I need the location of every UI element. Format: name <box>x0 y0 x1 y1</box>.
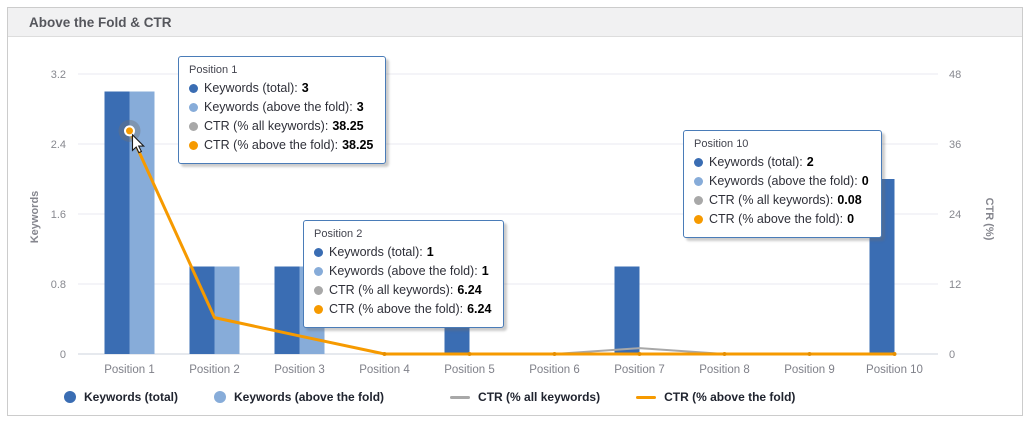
svg-text:CTR (%): CTR (%) <box>983 198 995 241</box>
tooltip-title: Position 1 <box>189 64 238 76</box>
svg-text:24: 24 <box>949 209 961 221</box>
series-dot-keywords-above-fold <box>189 103 198 112</box>
chart-panel: Above the Fold & CTR 0 0 0.8 12 1.6 24 2.4 36 3.… <box>7 7 1023 416</box>
tooltip-row: CTR (% all keywords): 6.24 <box>314 281 491 300</box>
tooltip-row-value: 38.25 <box>342 138 374 152</box>
svg-text:0: 0 <box>949 349 955 361</box>
tooltip-row-value: 38.25 <box>332 119 364 133</box>
hovered-point <box>126 127 133 135</box>
svg-text:Position 9: Position 9 <box>784 364 835 376</box>
svg-text:Position 10: Position 10 <box>866 364 923 376</box>
legend-item-ctr-above-fold[interactable]: CTR (% above the fold) <box>636 390 795 404</box>
svg-text:48: 48 <box>949 69 961 81</box>
svg-text:Position 7: Position 7 <box>614 364 665 376</box>
series-dot-keywords-total <box>189 84 198 93</box>
tooltip-row: Keywords (above the fold): 3 <box>189 98 373 117</box>
tooltip-row-value: 6.24 <box>467 302 492 316</box>
legend-item-keywords-total[interactable]: Keywords (total) <box>64 390 178 404</box>
series-dot-keywords-above-fold <box>314 267 323 276</box>
svg-text:Keywords: Keywords <box>29 191 41 244</box>
tooltip-row: CTR (% all keywords): 0.08 <box>694 191 869 210</box>
svg-text:2.4: 2.4 <box>51 139 66 151</box>
svg-text:Position 5: Position 5 <box>444 364 495 376</box>
legend-item-keywords-above-fold[interactable]: Keywords (above the fold) <box>214 390 384 404</box>
svg-text:Position 8: Position 8 <box>699 364 750 376</box>
legend-label: CTR (% all keywords) <box>478 390 601 404</box>
tooltip-title: Position 10 <box>694 138 749 150</box>
tooltip-row: CTR (% above the fold): 38.25 <box>189 136 373 155</box>
panel-title: Above the Fold & CTR <box>29 14 172 30</box>
series-dot-ctr-all <box>694 196 703 205</box>
svg-text:36: 36 <box>949 139 961 151</box>
panel-header: Above the Fold & CTR <box>8 8 1022 37</box>
tooltip-row-label: CTR (% all keywords): <box>204 119 329 133</box>
series-dot-ctr-above-fold <box>694 215 703 224</box>
tooltip-position-1: Position 1 Keywords (total): 3 Keywords (… <box>178 56 387 164</box>
svg-text:1.6: 1.6 <box>51 209 66 221</box>
chart-area: 0 0 0.8 12 1.6 24 2.4 36 3.2 48 Position 1 Position… <box>8 37 1022 416</box>
svg-text:0: 0 <box>60 349 66 361</box>
tooltip-row: Keywords (total): 2 <box>694 153 869 172</box>
svg-text:3.2: 3.2 <box>51 69 66 81</box>
tooltip-row-label: Keywords (above the fold): <box>329 264 478 278</box>
tooltip-row: Keywords (total): 1 <box>314 243 491 262</box>
tooltip-row: CTR (% all keywords): 38.25 <box>189 117 373 136</box>
series-dot-keywords-above-fold <box>694 177 703 186</box>
svg-text:0.8: 0.8 <box>51 279 66 291</box>
tooltip-row-label: Keywords (total): <box>329 245 423 259</box>
svg-text:Position 4: Position 4 <box>359 364 410 376</box>
legend-label: Keywords (above the fold) <box>234 390 385 404</box>
tooltip-row: CTR (% above the fold): 0 <box>694 210 869 229</box>
tooltip-row-label: CTR (% above the fold): <box>709 212 844 226</box>
tooltip-row: Keywords (above the fold): 1 <box>314 262 491 281</box>
tooltip-row-label: Keywords (total): <box>204 81 298 95</box>
svg-text:12: 12 <box>949 279 961 291</box>
legend-line-marker <box>636 395 657 399</box>
series-dot-ctr-above-fold <box>314 305 323 314</box>
svg-text:Position 6: Position 6 <box>529 364 580 376</box>
series-dot-ctr-above-fold <box>189 141 198 150</box>
tooltip-row-value: 3 <box>356 100 364 114</box>
tooltip-row: Keywords (above the fold): 0 <box>694 172 869 191</box>
tooltip-row-value: 0.08 <box>837 193 862 207</box>
series-dot-ctr-all <box>189 122 198 131</box>
series-dot-keywords-total <box>314 248 323 257</box>
tooltip-row-value: 3 <box>301 81 309 95</box>
legend-label: CTR (% above the fold) <box>664 390 796 404</box>
svg-text:Position 1: Position 1 <box>104 364 155 376</box>
tooltip-title: Position 2 <box>314 228 363 240</box>
tooltip-row-value: 1 <box>481 264 489 278</box>
legend-line-marker <box>450 395 471 399</box>
legend-circle-marker <box>214 391 227 403</box>
legend-circle-marker <box>64 391 76 403</box>
svg-text:Position 2: Position 2 <box>189 364 240 376</box>
tooltip-position-2: Position 2 Keywords (total): 1 Keywords (… <box>303 220 505 328</box>
mouse-cursor-icon <box>131 133 146 154</box>
tooltip-row-label: Keywords (above the fold): <box>204 100 353 114</box>
series-dot-ctr-all <box>314 286 323 295</box>
tooltip-row-value: 0 <box>861 174 869 188</box>
tooltip-row-value: 2 <box>806 155 814 169</box>
tooltip-row-value: 1 <box>426 245 434 259</box>
tooltip-row-label: Keywords (total): <box>709 155 803 169</box>
tooltip-row-value: 0 <box>847 212 855 226</box>
tooltip-row-label: CTR (% above the fold): <box>329 302 464 316</box>
legend-item-ctr-all-keywords[interactable]: CTR (% all keywords) <box>450 390 600 404</box>
tooltip-row-label: Keywords (above the fold): <box>709 174 858 188</box>
tooltip-row-label: CTR (% all keywords): <box>329 283 454 297</box>
series-dot-keywords-total <box>694 158 703 167</box>
chart-legend: Keywords (total) Keywords (above the fol… <box>64 390 795 404</box>
svg-text:Position 3: Position 3 <box>274 364 325 376</box>
tooltip-row: CTR (% above the fold): 6.24 <box>314 300 491 319</box>
tooltip-row-label: CTR (% above the fold): <box>204 138 339 152</box>
tooltip-row-value: 6.24 <box>457 283 482 297</box>
tooltip-row-label: CTR (% all keywords): <box>709 193 834 207</box>
legend-label: Keywords (total) <box>84 390 179 404</box>
tooltip-row: Keywords (total): 3 <box>189 79 373 98</box>
tooltip-position-10: Position 10 Keywords (total): 2 Keywords … <box>683 130 882 238</box>
